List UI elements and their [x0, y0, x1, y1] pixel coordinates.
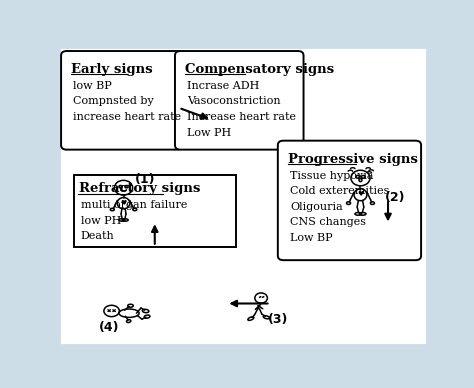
- Text: CNS changes: CNS changes: [290, 217, 366, 227]
- Text: Cold exteremities: Cold exteremities: [290, 186, 389, 196]
- Text: (4): (4): [99, 321, 119, 334]
- Text: Refractory signs: Refractory signs: [79, 182, 200, 196]
- Text: (1): (1): [136, 173, 156, 186]
- Text: low BP: low BP: [73, 81, 112, 91]
- Text: Tissue hypoxia: Tissue hypoxia: [290, 171, 374, 180]
- Text: Vasoconstriction: Vasoconstriction: [187, 97, 281, 106]
- Text: Oligouria: Oligouria: [290, 202, 343, 211]
- Text: Increase heart rate: Increase heart rate: [187, 112, 296, 122]
- Text: increase heart rate: increase heart rate: [73, 112, 182, 122]
- Text: Death: Death: [81, 232, 114, 241]
- FancyBboxPatch shape: [278, 141, 421, 260]
- Text: Low PH: Low PH: [187, 128, 231, 137]
- Text: Compensatory signs: Compensatory signs: [185, 63, 334, 76]
- Text: multi organ failure: multi organ failure: [81, 201, 187, 210]
- Text: Low BP: Low BP: [290, 233, 333, 242]
- Text: Incrase ADH: Incrase ADH: [187, 81, 259, 91]
- FancyBboxPatch shape: [175, 51, 303, 150]
- FancyBboxPatch shape: [74, 175, 236, 247]
- FancyBboxPatch shape: [59, 47, 427, 345]
- Text: ♥: ♥: [120, 200, 127, 206]
- Text: ♥: ♥: [357, 191, 364, 197]
- Text: (3): (3): [268, 314, 288, 326]
- Text: Early signs: Early signs: [72, 63, 153, 76]
- Text: Compnsted by: Compnsted by: [73, 97, 154, 106]
- Text: (2): (2): [385, 191, 406, 204]
- Text: Progressive signs: Progressive signs: [288, 152, 418, 166]
- Text: low PH: low PH: [81, 216, 121, 226]
- FancyBboxPatch shape: [61, 51, 182, 150]
